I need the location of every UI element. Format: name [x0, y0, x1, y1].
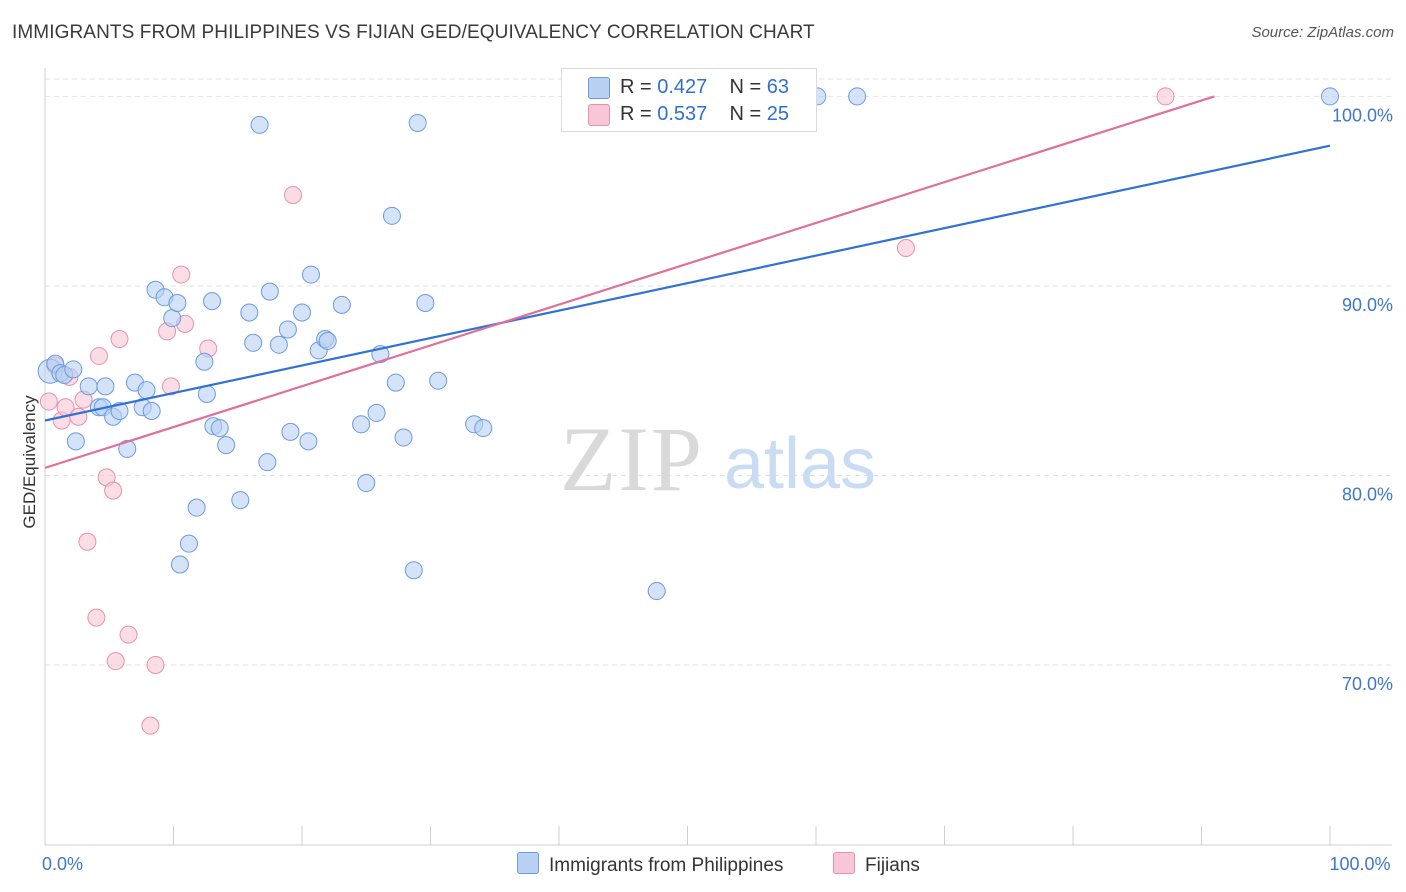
watermark-zip: ZIP [560, 408, 704, 510]
philippines-point [163, 309, 182, 328]
philippines-point [394, 428, 413, 447]
legend-r-label: R = [620, 103, 652, 125]
bottom-legend-swatch-pink [833, 852, 855, 874]
fijians-point [78, 532, 97, 551]
axes [44, 68, 1392, 846]
philippines-point [278, 320, 297, 339]
fijians-point [119, 625, 138, 644]
philippines-point [408, 113, 427, 132]
fijians-point [69, 407, 88, 426]
philippines-point [66, 432, 85, 451]
fijians-point [146, 655, 165, 674]
legend-n-value: 25 [766, 103, 790, 125]
correlation-legend: R = 0.427 N = 63 R = 0.537 N = 25 [561, 68, 817, 132]
fijians-point [39, 392, 58, 411]
philippines-point [318, 331, 337, 350]
philippines-point [217, 436, 236, 455]
watermark: ZIP atlas [560, 408, 876, 510]
philippines-point [416, 293, 435, 312]
fijians-point [141, 716, 160, 735]
legend-r-value: 0.427 [657, 76, 708, 98]
philippines-point [429, 371, 448, 390]
bottom-legend-label-fijians: Fijians [865, 855, 920, 876]
legend-n-label: N = [729, 76, 762, 98]
fijians-point [104, 481, 123, 500]
y-tick-label: 70.0% [1342, 674, 1393, 694]
tick-labels: 100.0% 90.0% 80.0% 70.0% 0.0% 100.0% [42, 105, 1393, 874]
philippines-point [240, 303, 259, 322]
fijians-point [106, 652, 125, 671]
bottom-legend-philippines: Immigrants from Philippines [517, 852, 783, 877]
bottom-legend-label-philippines: Immigrants from Philippines [549, 855, 784, 876]
philippines-point [250, 115, 269, 134]
philippines-point [848, 87, 867, 106]
philippines-point [137, 381, 156, 400]
philippines-point [203, 292, 222, 311]
philippines-point [244, 333, 263, 352]
philippines-point [367, 403, 386, 422]
fijians-point [1156, 87, 1175, 106]
gridlines [45, 78, 1392, 666]
philippines-point [179, 534, 198, 553]
philippines-point [332, 295, 351, 314]
y-axis-label: GED/Equivalency [20, 395, 39, 529]
fijians-point [89, 347, 108, 366]
legend-n-label: N = [729, 103, 762, 125]
philippines-point [79, 377, 98, 396]
philippines-point [404, 561, 423, 580]
philippines-point [187, 498, 206, 517]
fijians-point [172, 265, 191, 284]
legend-swatch-blue [588, 77, 610, 99]
philippines-point [110, 402, 129, 421]
bottom-legend-swatch-blue [517, 852, 539, 874]
philippines-point [474, 419, 493, 438]
watermark-atlas: atlas [724, 424, 876, 504]
philippines-point [382, 206, 401, 225]
legend-r-value: 0.537 [657, 103, 708, 125]
philippines-point [269, 335, 288, 354]
philippines-point [357, 474, 376, 493]
fijians-point [284, 185, 303, 204]
philippines-points [37, 87, 1339, 601]
philippines-point [64, 360, 83, 379]
philippines-point [258, 453, 277, 472]
philippines-point [142, 402, 161, 421]
x-tick-label: 100.0% [1329, 854, 1390, 874]
bottom-legend-fijians: Fijians [833, 852, 920, 877]
philippines-point [281, 422, 300, 441]
philippines-point [170, 555, 189, 574]
legend-r-label: R = [620, 76, 652, 98]
philippines-point [168, 293, 187, 312]
fijians-point [161, 377, 180, 396]
fijians-points [39, 87, 1175, 735]
philippines-point [1321, 87, 1339, 106]
philippines-trend-line [44, 144, 1331, 422]
philippines-point [231, 491, 250, 510]
philippines-point [352, 415, 371, 434]
source-label: Source: ZipAtlas.com [1251, 24, 1394, 41]
philippines-point [293, 303, 311, 322]
philippines-point [118, 439, 137, 458]
fijians-point [110, 330, 129, 349]
philippines-point [195, 352, 214, 371]
fijians-point [87, 608, 106, 627]
chart-title: IMMIGRANTS FROM PHILIPPINES VS FIJIAN GE… [12, 22, 815, 43]
philippines-point [260, 282, 279, 301]
fijians-trend-line [44, 95, 1215, 469]
legend-swatch-pink [588, 104, 610, 126]
fijians-point [896, 239, 915, 258]
philippines-point [386, 373, 405, 392]
philippines-point [301, 265, 320, 284]
philippines-point [299, 432, 318, 451]
philippines-point [647, 582, 666, 601]
philippines-point [96, 377, 115, 396]
philippines-point [210, 419, 229, 438]
trend-lines [44, 95, 1331, 469]
y-tick-label: 80.0% [1342, 484, 1393, 504]
legend-n-value: 63 [766, 76, 790, 98]
x-tick-label: 0.0% [42, 854, 83, 874]
y-tick-label: 100.0% [1332, 105, 1393, 125]
y-tick-label: 90.0% [1342, 295, 1393, 315]
